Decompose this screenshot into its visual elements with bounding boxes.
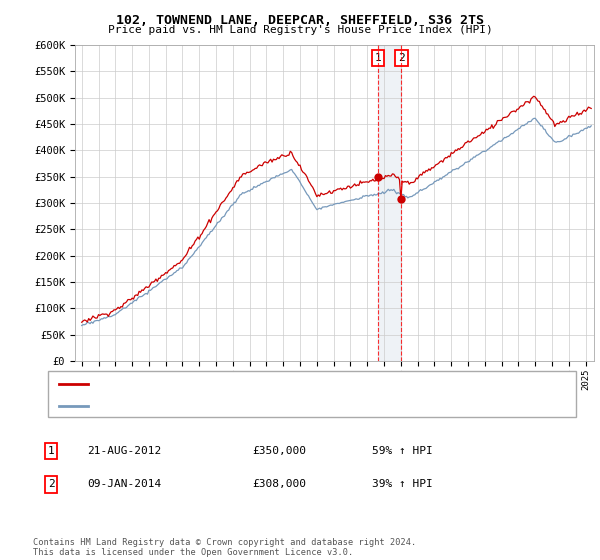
FancyBboxPatch shape — [48, 371, 576, 417]
Text: 2: 2 — [47, 479, 55, 489]
Text: 2: 2 — [398, 53, 405, 63]
Text: HPI: Average price, detached house, Sheffield: HPI: Average price, detached house, Shef… — [95, 401, 360, 410]
Text: £308,000: £308,000 — [252, 479, 306, 489]
Text: 21-AUG-2012: 21-AUG-2012 — [87, 446, 161, 456]
Text: 102, TOWNEND LANE, DEEPCAR, SHEFFIELD, S36 2TS: 102, TOWNEND LANE, DEEPCAR, SHEFFIELD, S… — [116, 14, 484, 27]
Text: 102, TOWNEND LANE, DEEPCAR, SHEFFIELD, S36 2TS (detached house): 102, TOWNEND LANE, DEEPCAR, SHEFFIELD, S… — [95, 379, 466, 389]
Bar — [378, 45, 401, 361]
Text: Price paid vs. HM Land Registry's House Price Index (HPI): Price paid vs. HM Land Registry's House … — [107, 25, 493, 35]
Text: 1: 1 — [47, 446, 55, 456]
Text: 39% ↑ HPI: 39% ↑ HPI — [372, 479, 433, 489]
Text: £350,000: £350,000 — [252, 446, 306, 456]
Text: 1: 1 — [374, 53, 382, 63]
Text: 09-JAN-2014: 09-JAN-2014 — [87, 479, 161, 489]
Text: Contains HM Land Registry data © Crown copyright and database right 2024.
This d: Contains HM Land Registry data © Crown c… — [33, 538, 416, 557]
Text: 59% ↑ HPI: 59% ↑ HPI — [372, 446, 433, 456]
